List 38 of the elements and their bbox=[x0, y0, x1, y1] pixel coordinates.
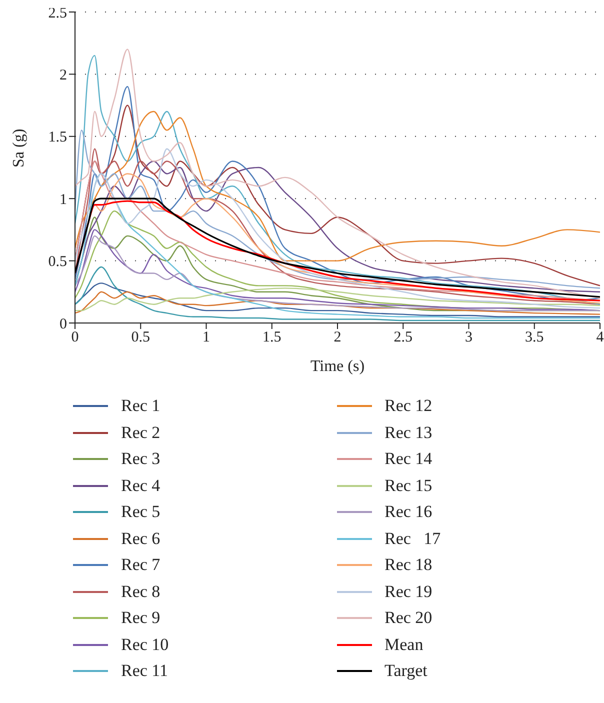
x-tick-label: 2 bbox=[334, 330, 342, 346]
x-tick-label: 4 bbox=[596, 330, 604, 346]
x-tick-label: 3.5 bbox=[525, 330, 544, 346]
legend-label: Rec 13 bbox=[384, 422, 432, 443]
legend-label: Rec 20 bbox=[384, 608, 432, 628]
legend-label: Rec 7 bbox=[121, 555, 160, 576]
legend-label: Rec 14 bbox=[384, 449, 432, 470]
legend-label: Rec 2 bbox=[121, 422, 160, 443]
x-tick-label: 1 bbox=[202, 330, 210, 346]
legend-label: Rec 19 bbox=[384, 582, 432, 602]
legend-label: Rec 6 bbox=[121, 528, 160, 549]
legend-label: Rec 9 bbox=[121, 608, 160, 628]
x-axis-title: Time (s) bbox=[310, 358, 365, 375]
legend-label: Rec 18 bbox=[384, 555, 432, 576]
y-tick-label: 0.5 bbox=[48, 254, 67, 270]
legend-label: Rec 15 bbox=[384, 476, 432, 496]
legend-label: Rec 17 bbox=[384, 528, 441, 549]
x-tick-label: 1.5 bbox=[262, 330, 282, 346]
legend-label: Rec 10 bbox=[121, 634, 169, 655]
y-tick-label: 1.5 bbox=[48, 130, 67, 146]
legend-label: Target bbox=[384, 661, 428, 682]
x-tick-label: 3 bbox=[465, 330, 472, 346]
x-tick-label: 2.5 bbox=[394, 330, 412, 346]
x-tick-label: 0 bbox=[71, 330, 79, 346]
legend-label: Rec 11 bbox=[121, 661, 168, 682]
legend-label: Mean bbox=[384, 634, 424, 655]
y-axis-title: Sa (g) bbox=[10, 128, 28, 168]
legend-label: Rec 8 bbox=[121, 582, 160, 602]
x-tick-label: 0.5 bbox=[131, 330, 150, 346]
legend-label: Rec 16 bbox=[384, 502, 432, 522]
legend-label: Rec 3 bbox=[121, 449, 160, 470]
legend-label: Rec 5 bbox=[121, 502, 160, 522]
legend-label: Rec 12 bbox=[384, 396, 432, 416]
legend-label: Rec 1 bbox=[121, 396, 160, 416]
y-tick-label: 0 bbox=[60, 316, 67, 332]
y-tick-label: 1 bbox=[60, 192, 67, 208]
y-tick-label: 2 bbox=[60, 68, 67, 84]
legend-label: Rec 4 bbox=[121, 476, 160, 496]
